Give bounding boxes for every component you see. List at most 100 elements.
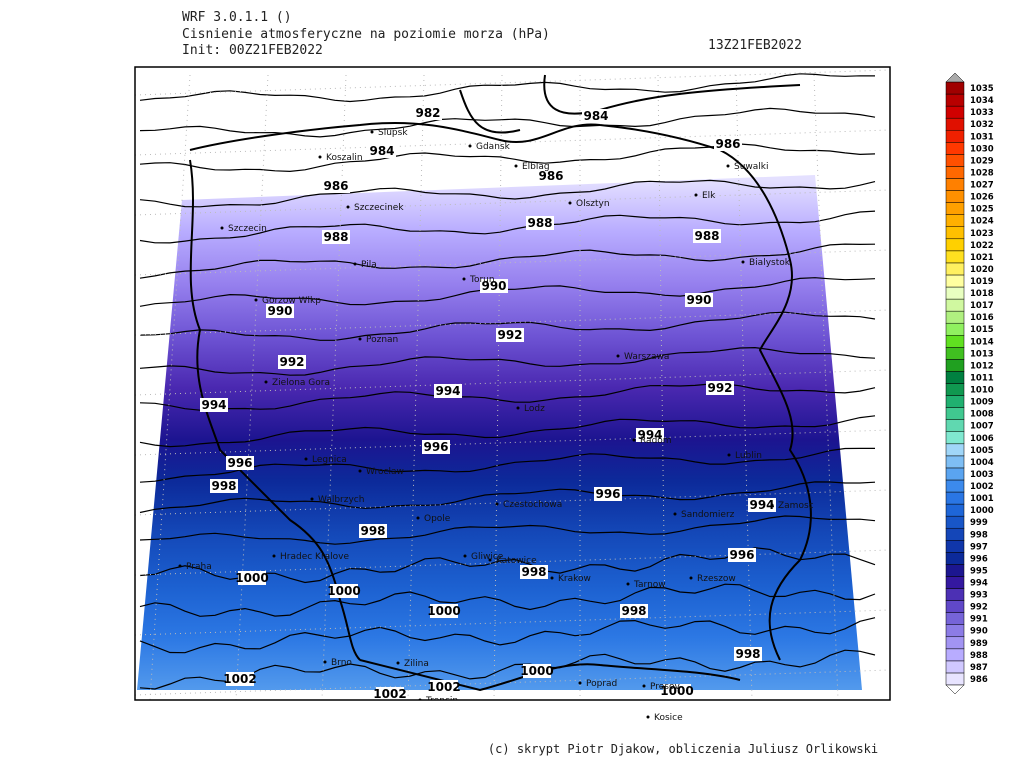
graticule-line	[135, 369, 890, 396]
colorbar-swatch	[945, 467, 965, 481]
graticule-line	[135, 249, 890, 276]
contour-label: 994	[749, 498, 774, 512]
contour-label: 1000	[520, 664, 553, 678]
contour-label-box	[430, 680, 458, 694]
city-label: Sandomierz	[681, 510, 735, 520]
colorbar-label: 1015	[970, 325, 994, 335]
colorbar-swatch	[945, 105, 965, 119]
colorbar-swatch	[945, 310, 965, 324]
graticule-line	[657, 74, 667, 700]
contour-label: 984	[369, 144, 394, 158]
colorbar-label: 989	[970, 639, 988, 649]
isobar	[139, 346, 876, 376]
contour-label-box	[226, 456, 254, 470]
colorbar-arrow-bottom	[945, 684, 965, 695]
colorbar-swatch	[945, 238, 965, 252]
city-marker	[495, 502, 499, 506]
isobar	[139, 415, 876, 448]
contour-label-box	[430, 604, 458, 618]
city-marker	[726, 164, 730, 168]
contour-label-box	[706, 381, 734, 395]
city-marker	[463, 554, 467, 558]
colorbar-swatch	[945, 93, 965, 107]
city-label: Elk	[702, 191, 716, 201]
city-marker	[264, 380, 268, 384]
borders	[189, 74, 812, 692]
colorbar-swatch	[945, 407, 965, 420]
colorbar-label: 999	[970, 518, 988, 528]
colorbar-label: 1016	[970, 313, 994, 323]
colorbar-label: 1028	[970, 168, 994, 178]
contour-label: 990	[481, 279, 506, 293]
city-label: Kosice	[654, 713, 683, 723]
colorbar-swatch	[945, 455, 965, 469]
city-label: Krakow	[558, 574, 591, 584]
city-marker	[550, 576, 554, 580]
city-marker	[642, 684, 646, 688]
colorbar-label: 1032	[970, 120, 994, 130]
city-label: Slupsk	[378, 128, 408, 138]
contour-label-box	[537, 169, 565, 183]
colorbar-swatch	[945, 527, 965, 541]
city-label: Olsztyn	[576, 199, 610, 209]
contour-label: 998	[521, 565, 546, 579]
colorbar-label: 1025	[970, 205, 994, 215]
colorbar-swatch	[945, 202, 965, 215]
contour-label: 996	[729, 548, 754, 562]
isobar	[139, 481, 876, 514]
colorbar-label: 1010	[970, 386, 994, 396]
contour-label: 992	[497, 328, 522, 342]
colorbar-label: 1022	[970, 241, 994, 251]
colorbar-swatch	[945, 142, 965, 155]
city-marker	[516, 406, 520, 410]
colorbar-swatch	[945, 552, 965, 565]
colorbar-swatch	[945, 335, 965, 348]
colorbar-label: 992	[970, 603, 988, 613]
contour-label-box	[582, 109, 610, 123]
city-label: Suwalki	[734, 162, 769, 172]
isobar	[139, 143, 876, 173]
cities: Slupsk Gdansk Koszalin Elblag Suwalki Elk Olsz…	[178, 128, 814, 700]
colorbar-swatch	[945, 600, 965, 613]
city-marker	[673, 512, 677, 516]
contour-label: 998	[211, 479, 236, 493]
colorbar-label: 1033	[970, 108, 994, 118]
city-marker	[694, 193, 698, 197]
isobar	[139, 447, 875, 483]
contour-label-box	[526, 216, 554, 230]
contour-label: 988	[527, 216, 552, 230]
contour-label-box	[693, 229, 721, 243]
graticule	[135, 69, 890, 700]
isobar	[139, 515, 876, 545]
isobar	[139, 649, 876, 690]
contour-label: 1000	[327, 584, 360, 598]
colorbar-swatch	[945, 286, 965, 300]
colorbar-swatch	[945, 660, 965, 674]
colorbar-swatch	[945, 395, 965, 408]
contour-label: 996	[423, 440, 448, 454]
city-marker	[358, 469, 362, 473]
contour-label-box	[414, 106, 442, 120]
contour-label: 988	[323, 230, 348, 244]
colorbar-swatch	[945, 672, 965, 686]
colorbar-label: 1019	[970, 277, 994, 287]
colorbar-label: 994	[970, 578, 988, 588]
map-frame	[134, 66, 891, 701]
city-marker	[568, 201, 572, 205]
contour-label: 1002	[223, 672, 256, 686]
colorbar-swatch	[945, 576, 965, 589]
graticule-line	[135, 129, 890, 156]
colorbar-swatch	[945, 178, 965, 191]
contour-label: 988	[694, 229, 719, 243]
init-time: Init: 00Z21FEB2022	[182, 43, 323, 58]
contour-label-box	[359, 524, 387, 538]
colorbar-swatch	[945, 503, 965, 517]
graticule-line	[135, 69, 890, 96]
colorbar-label: 1030	[970, 144, 994, 154]
colorbar-swatch	[945, 419, 965, 432]
graticule-line	[135, 489, 890, 516]
colorbar-swatch	[945, 347, 965, 360]
city-marker	[462, 277, 466, 281]
